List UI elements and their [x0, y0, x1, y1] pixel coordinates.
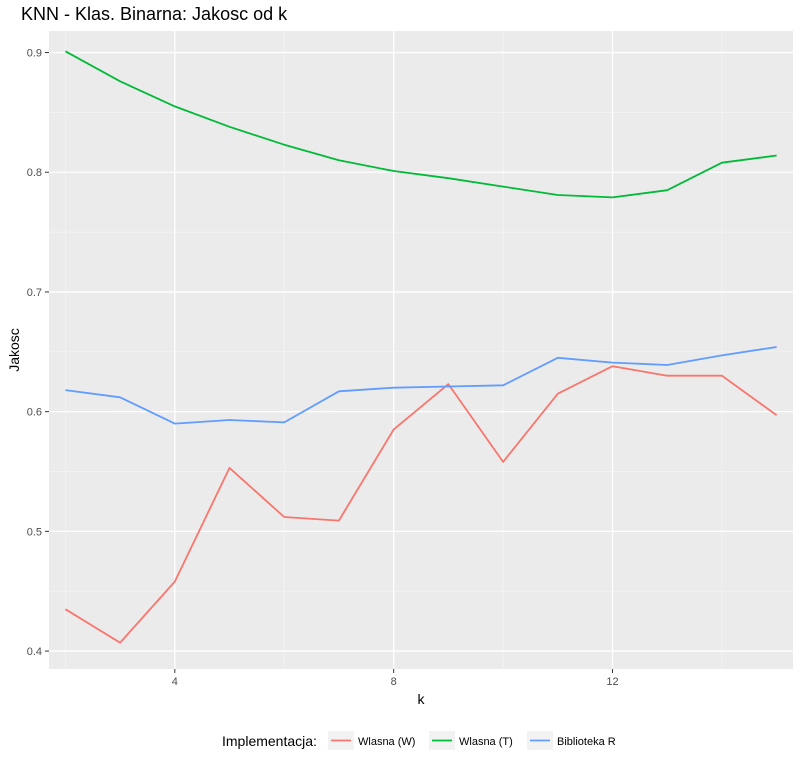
series-line-wlasna-w: [64, 365, 778, 644]
plot-panel: [49, 31, 793, 669]
y-tick-label: 0.4: [27, 646, 42, 658]
x-tick-label: 4: [172, 676, 178, 688]
legend-title: Implementacja:: [222, 733, 317, 749]
x-axis-title: k: [418, 691, 426, 707]
series-line-biblioteka-r: [65, 346, 777, 425]
grid-lines: [49, 31, 793, 669]
x-tick-label: 8: [391, 676, 397, 688]
y-tick-label: 0.6: [27, 407, 42, 419]
legend-label-wlasna-t: Wlasna (T): [459, 736, 513, 748]
y-tick-label: 0.5: [27, 526, 42, 538]
y-axis-title: Jakosc: [6, 328, 22, 372]
x-tick-label: 12: [606, 676, 618, 688]
y-tick-label: 0.8: [27, 167, 42, 179]
legend-label-biblioteka-r: Biblioteka R: [557, 736, 616, 748]
legend-label-wlasna-w: Wlasna (W): [358, 736, 415, 748]
chart-title: KNN - Klas. Binarna: Jakosc od k: [21, 4, 288, 24]
y-tick-label: 0.7: [27, 287, 42, 299]
legend: Implementacja: Wlasna (W) Wlasna (T) Bibli…: [222, 731, 616, 750]
y-tick-label: 0.9: [27, 48, 42, 60]
series-lines: [64, 50, 778, 644]
series-line-wlasna-t: [64, 50, 777, 199]
axes: 4 8 12 0.4 0.5 0.6 0.7 0.8 0.9: [27, 48, 619, 688]
